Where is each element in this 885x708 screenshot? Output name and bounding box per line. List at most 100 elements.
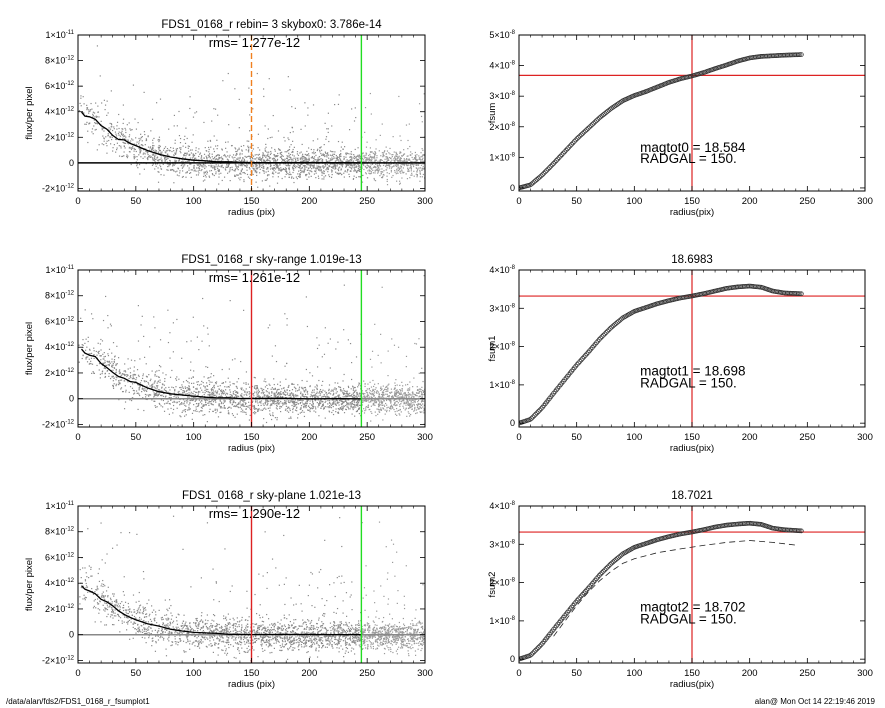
scatter-point bbox=[287, 160, 288, 161]
scatter-point bbox=[412, 164, 413, 165]
scatter-point bbox=[290, 154, 291, 155]
scatter-point bbox=[263, 88, 264, 89]
scatter-point bbox=[417, 412, 418, 413]
scatter-point bbox=[340, 400, 341, 401]
scatter-point bbox=[372, 164, 373, 165]
scatter-point bbox=[410, 164, 411, 165]
scatter-point bbox=[104, 377, 105, 378]
scatter-point bbox=[154, 327, 155, 328]
scatter-point bbox=[205, 366, 206, 367]
scatter-point bbox=[153, 154, 154, 155]
scatter-point bbox=[159, 382, 160, 383]
scatter-point bbox=[179, 170, 180, 171]
scatter-point bbox=[313, 104, 314, 105]
scatter-point bbox=[238, 378, 239, 379]
scatter-point bbox=[146, 386, 147, 387]
scatter-point bbox=[158, 182, 159, 183]
scatter-point bbox=[409, 400, 410, 401]
scatter-point bbox=[276, 167, 277, 168]
scatter-point bbox=[410, 394, 411, 395]
scatter-point bbox=[208, 401, 209, 402]
scatter-point bbox=[286, 169, 287, 170]
scatter-point bbox=[175, 395, 176, 396]
scatter-point bbox=[346, 161, 347, 162]
scatter-point bbox=[364, 132, 365, 133]
scatter-point bbox=[416, 409, 417, 410]
scatter-point bbox=[285, 408, 286, 409]
scatter-point bbox=[157, 406, 158, 407]
scatter-point bbox=[252, 401, 253, 402]
scatter-point bbox=[298, 403, 299, 404]
scatter-point bbox=[399, 181, 400, 182]
scatter-point bbox=[321, 391, 322, 392]
scatter-point bbox=[328, 160, 329, 161]
scatter-point bbox=[217, 391, 218, 392]
scatter-point bbox=[247, 161, 248, 162]
scatter-point bbox=[409, 123, 410, 124]
scatter-point bbox=[119, 145, 120, 146]
scatter-point bbox=[225, 148, 226, 149]
scatter-point bbox=[256, 392, 257, 393]
scatter-point bbox=[366, 396, 367, 397]
scatter-point bbox=[323, 168, 324, 169]
scatter-point bbox=[414, 343, 415, 344]
scatter-point bbox=[203, 382, 204, 383]
scatter-point bbox=[244, 161, 245, 162]
scatter-point bbox=[132, 139, 133, 140]
scatter-point bbox=[274, 384, 275, 385]
scatter-point bbox=[148, 383, 149, 384]
scatter-point bbox=[333, 414, 334, 415]
scatter-point bbox=[329, 411, 330, 412]
scatter-point bbox=[279, 408, 280, 409]
scatter-point bbox=[370, 401, 371, 402]
scatter-point bbox=[402, 406, 403, 407]
scatter-point bbox=[288, 153, 289, 154]
scatter-point bbox=[260, 402, 261, 403]
scatter-point bbox=[386, 147, 387, 148]
scatter-point bbox=[162, 372, 163, 373]
y-tick-label: 0 bbox=[69, 158, 74, 168]
scatter-point bbox=[339, 164, 340, 165]
scatter-point bbox=[278, 176, 279, 177]
scatter-point bbox=[242, 410, 243, 411]
scatter-point bbox=[111, 126, 112, 127]
scatter-point bbox=[144, 131, 145, 132]
scatter-point bbox=[306, 381, 307, 382]
scatter-point bbox=[358, 156, 359, 157]
scatter-point bbox=[267, 388, 268, 389]
scatter-point bbox=[319, 147, 320, 148]
scatter-point bbox=[194, 158, 195, 159]
scatter-point bbox=[209, 153, 210, 154]
scatter-point bbox=[288, 400, 289, 401]
scatter-point bbox=[237, 175, 238, 176]
scatter-point bbox=[263, 161, 264, 162]
scatter-point bbox=[386, 407, 387, 408]
scatter-point bbox=[176, 376, 177, 377]
scatter-point bbox=[138, 141, 139, 142]
scatter-point bbox=[275, 151, 276, 152]
scatter-point bbox=[176, 171, 177, 172]
scatter-point bbox=[420, 159, 421, 160]
scatter-point bbox=[348, 408, 349, 409]
scatter-point bbox=[123, 119, 124, 120]
scatter-point bbox=[286, 324, 287, 325]
scatter-point bbox=[315, 394, 316, 395]
scatter-point bbox=[288, 418, 289, 419]
scatter-point bbox=[184, 405, 185, 406]
scatter-point bbox=[363, 165, 364, 166]
scatter-point bbox=[176, 150, 177, 151]
scatter-point bbox=[174, 125, 175, 126]
scatter-point bbox=[134, 158, 135, 159]
scatter-point bbox=[158, 151, 159, 152]
scatter-point bbox=[259, 167, 260, 168]
scatter-point bbox=[270, 168, 271, 169]
scatter-point bbox=[319, 156, 320, 157]
scatter-point bbox=[229, 155, 230, 156]
scatter-point bbox=[348, 339, 349, 340]
scatter-point bbox=[220, 406, 221, 407]
scatter-point bbox=[287, 408, 288, 409]
scatter-point bbox=[222, 180, 223, 181]
scatter-point bbox=[406, 159, 407, 160]
scatter-point bbox=[321, 172, 322, 173]
scatter-point bbox=[380, 155, 381, 156]
